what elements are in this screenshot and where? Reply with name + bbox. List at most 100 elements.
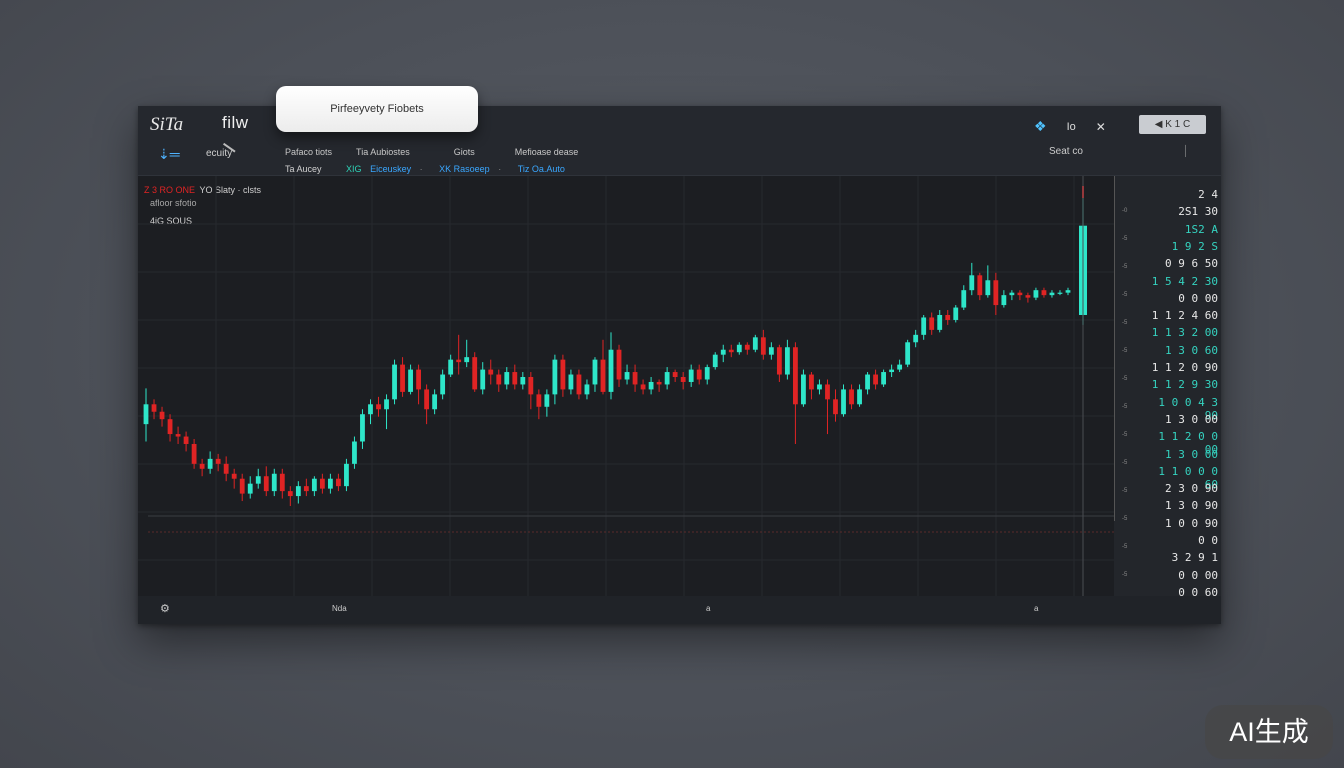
diamond-icon[interactable]: ❖	[1034, 118, 1047, 134]
candle-body	[392, 364, 397, 400]
candle-body	[352, 441, 357, 464]
candle-body	[568, 374, 574, 390]
price-label: 1 1 0 0 0 60	[1158, 464, 1218, 491]
price-tick: -5	[1122, 348, 1128, 354]
toolbar-action-button[interactable]: ◀ K 1 C	[1139, 115, 1206, 134]
menu-item[interactable]: Pafaco tiots	[285, 147, 333, 157]
candle-body	[472, 357, 478, 390]
candle-body	[648, 381, 654, 390]
candle-body	[255, 476, 261, 484]
price-label: 3 2 9 1	[1171, 551, 1218, 565]
sub-item[interactable]: XIG	[346, 164, 362, 174]
candle-body	[512, 372, 518, 385]
price-scale-divider	[1114, 176, 1115, 521]
price-tick: -5	[1122, 236, 1128, 242]
search-label[interactable]: Seat co	[1049, 146, 1083, 157]
candle-body	[263, 476, 269, 492]
candle-body	[376, 404, 381, 410]
price-tick: -5	[1122, 320, 1128, 326]
security-label[interactable]: ecuity	[206, 148, 233, 159]
candle-body	[921, 317, 927, 335]
price-tick: -0	[1122, 208, 1128, 214]
price-label: 1 0 0 4 3 90	[1158, 395, 1218, 422]
popup-label[interactable]: Pirfeeyvety Fiobets	[330, 103, 424, 115]
candle-body	[768, 347, 774, 355]
candle-body	[448, 359, 454, 375]
candle-body	[336, 478, 341, 487]
chart-area[interactable]: Z 3 RO ONE YO Slaty · clsts afloor sfoti…	[138, 176, 1114, 608]
settings-icon[interactable]: ⚙	[160, 603, 170, 615]
price-tick: -5	[1122, 264, 1128, 270]
sub-item[interactable]: Tiz Oa.Auto	[517, 164, 565, 174]
candle-body	[247, 483, 253, 494]
candle-body	[303, 486, 309, 492]
price-label: 0 0	[1198, 534, 1218, 547]
brand-logo[interactable]: SiTa	[150, 114, 184, 135]
candle-body	[576, 374, 582, 395]
ai-watermark: AI生成	[1205, 705, 1333, 759]
symbol-sub-row: Ta Aucey XIG Eiceuskey · XK Rasoeep · Ti…	[285, 164, 571, 174]
candle-body	[424, 389, 430, 410]
candle-body	[600, 359, 606, 392]
candle-body	[271, 473, 277, 492]
menu-item[interactable]: Tia Aubiostes	[356, 147, 410, 157]
candle-body	[624, 372, 630, 380]
candle-body	[1041, 290, 1047, 296]
candle-body	[584, 384, 590, 395]
candle-body	[175, 434, 181, 437]
candle-body	[889, 369, 895, 373]
candle-body	[712, 354, 718, 368]
candle-body	[793, 347, 798, 405]
menu-item[interactable]: Giots	[453, 147, 475, 157]
candle-body	[752, 337, 758, 350]
candle-body	[977, 275, 983, 296]
price-label: 0 0 00	[1178, 291, 1218, 305]
right-text[interactable]: Io	[1066, 120, 1076, 133]
candle-body	[464, 357, 470, 363]
candle-body	[536, 394, 542, 407]
candle-body	[728, 349, 734, 353]
candle-body	[937, 314, 943, 330]
main-menu: Pafaco tiots Tia Aubiostes Giots Mefioas…	[285, 147, 600, 157]
candle-body	[360, 414, 365, 442]
price-scale[interactable]: 2 4 2S1 30 1S2 A 1 9 2 S 0 9 6 50 1 5 4 2 30 0…	[1114, 176, 1221, 608]
bottom-label[interactable]: a	[1034, 604, 1039, 613]
candlestick-chart[interactable]	[138, 176, 1114, 608]
brand-name[interactable]: filw	[222, 113, 249, 132]
candle-body	[953, 307, 959, 320]
price-label: 1 1 2 0 0 00	[1158, 430, 1218, 457]
bottom-label[interactable]: a	[706, 604, 711, 613]
bottom-label[interactable]: Nda	[332, 604, 347, 613]
price-label: 1S2 A	[1184, 222, 1218, 236]
price-tick: -5	[1122, 376, 1128, 382]
candle-body	[640, 384, 646, 390]
price-label: 1 1 3 2 00	[1151, 326, 1218, 340]
candle-body	[833, 399, 838, 415]
candle-body	[1017, 292, 1023, 296]
popup-menu[interactable]: Pirfeeyvety Fiobets	[276, 86, 478, 132]
candle-body	[1001, 295, 1007, 306]
close-icon[interactable]: ✕	[1095, 119, 1106, 134]
sub-item[interactable]: XK Rasoeep	[439, 164, 490, 174]
price-tick: -5	[1122, 292, 1128, 298]
candle-body	[632, 372, 638, 385]
price-tick: -5	[1122, 572, 1128, 578]
sub-item[interactable]: Ta Aucey	[285, 164, 322, 174]
right-divider: │	[1183, 146, 1190, 157]
price-label: 1 0 0 90	[1165, 516, 1218, 530]
price-label: 1 1 2 4 60	[1151, 309, 1218, 323]
price-label: 0 9 6 50	[1165, 257, 1218, 271]
candle-body	[1049, 292, 1055, 296]
price-label: 2 4	[1198, 188, 1218, 201]
candle-body	[616, 349, 622, 380]
sub-item[interactable]: Eiceuskey	[370, 164, 412, 174]
chart-tool-icon[interactable]: ⇣═	[158, 146, 180, 162]
chart-info-rest: YO Slaty · clsts	[199, 185, 262, 195]
candle-body	[945, 314, 951, 320]
candle-body	[215, 458, 221, 464]
candle-body	[1025, 295, 1031, 298]
candle-body	[151, 404, 157, 412]
menu-item[interactable]: Mefioase dease	[514, 147, 579, 157]
price-label: 1 1 2 9 30	[1151, 378, 1218, 392]
price-label: 2 3 0 90	[1165, 482, 1218, 496]
